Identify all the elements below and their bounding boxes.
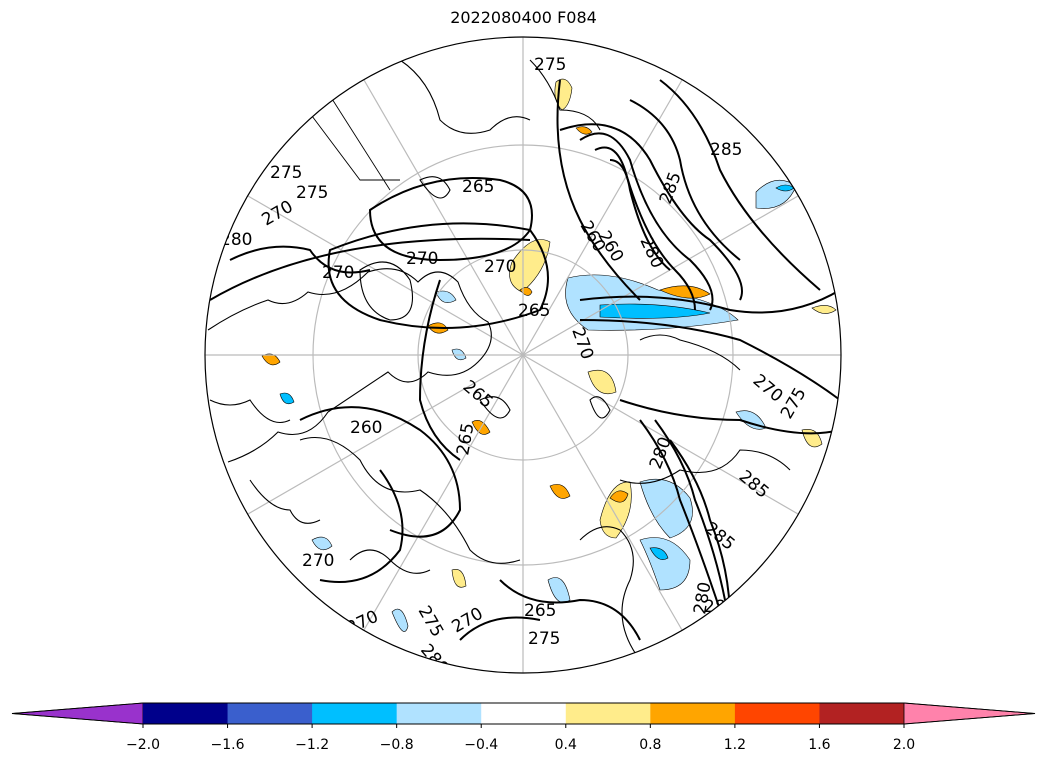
graticule bbox=[205, 37, 841, 673]
contour-label: 275 bbox=[528, 629, 560, 649]
colorbar-extend-low bbox=[11, 702, 144, 725]
strong-cool-anomaly-patch bbox=[649, 547, 669, 560]
colorbar-tick-label: 2.0 bbox=[893, 737, 915, 753]
colorbar-segment bbox=[734, 703, 820, 724]
colorbar-segment bbox=[312, 703, 398, 724]
colorbar-segment bbox=[565, 703, 651, 724]
colorbar: −2.0 −1.6 −1.2 −0.8 −0.4 0.4 0.8 1.2 1.6 2.0 bbox=[11, 702, 1036, 753]
warm-anomaly-patch bbox=[261, 353, 281, 366]
colorbar-segment bbox=[227, 703, 313, 724]
strong-cool-anomaly-patch bbox=[599, 303, 711, 319]
colorbar-blocks bbox=[11, 702, 1036, 725]
contour-label: 270 bbox=[406, 249, 438, 269]
map-boundary bbox=[204, 36, 842, 674]
warm-anomaly-patch bbox=[659, 285, 711, 299]
cool-anomaly-patch bbox=[435, 290, 457, 303]
colorbar-extend-high bbox=[903, 702, 1036, 725]
warm-anomaly-patch bbox=[549, 484, 571, 499]
contour-label: 270 bbox=[484, 257, 516, 277]
contour-label: 275 bbox=[296, 183, 328, 203]
colorbar-tick-label: −1.6 bbox=[211, 737, 245, 753]
colorbar-tick-label: 1.6 bbox=[808, 737, 830, 753]
cool-anomaly-patch bbox=[279, 392, 295, 405]
colorbar-segment bbox=[650, 703, 736, 724]
warm-anomaly-patch bbox=[451, 569, 467, 588]
colorbar-tick-label: −1.2 bbox=[295, 737, 329, 753]
warm-anomaly-patch bbox=[509, 239, 551, 293]
colorbar-segment bbox=[396, 703, 482, 724]
cool-anomaly-patch bbox=[547, 577, 571, 603]
colorbar-tick-label: 1.2 bbox=[724, 737, 746, 753]
contour-label: 280 bbox=[220, 230, 252, 250]
contour-label: 275 bbox=[270, 163, 302, 183]
warm-anomaly-patch bbox=[575, 126, 593, 135]
cool-anomaly-patch bbox=[451, 348, 467, 361]
warm-anomaly-patch bbox=[609, 490, 629, 503]
plot-title: 2022080400 F084 bbox=[450, 8, 597, 27]
cool-anomaly-patch bbox=[311, 536, 333, 551]
contour-label: 265 bbox=[462, 177, 494, 197]
contour-label: 280 bbox=[704, 597, 736, 617]
contour-label: 285 bbox=[710, 140, 742, 160]
colorbar-segment bbox=[819, 703, 905, 724]
contour-label: 265 bbox=[518, 301, 550, 321]
coastlines bbox=[207, 59, 791, 661]
contour-label: 265 bbox=[524, 601, 556, 621]
contour-label: 260 bbox=[350, 418, 382, 438]
colorbar-tick-label: 0.8 bbox=[639, 737, 661, 753]
contour-label: 270 bbox=[322, 263, 354, 283]
colorbar-segment bbox=[143, 703, 229, 724]
contour-label: 275 bbox=[534, 55, 566, 75]
colorbar-ticks: −2.0 −1.6 −1.2 −0.8 −0.4 0.4 0.8 1.2 1.6 2.0 bbox=[126, 724, 915, 753]
colorbar-tick-label: −2.0 bbox=[126, 737, 160, 753]
cool-anomaly-patch bbox=[391, 608, 409, 632]
warm-anomaly-patch bbox=[811, 305, 837, 314]
colorbar-tick-label: −0.4 bbox=[464, 737, 498, 753]
polar-map: 265 270 275 280 285 260 270 275 280 285 … bbox=[204, 36, 842, 674]
warm-anomaly-patch bbox=[587, 369, 617, 395]
colorbar-segment bbox=[481, 703, 567, 724]
contour-label: 270 bbox=[302, 551, 334, 571]
temperature-contours bbox=[209, 79, 841, 641]
colorbar-tick-label: 0.4 bbox=[555, 737, 577, 753]
colorbar-tick-label: −0.8 bbox=[380, 737, 414, 753]
